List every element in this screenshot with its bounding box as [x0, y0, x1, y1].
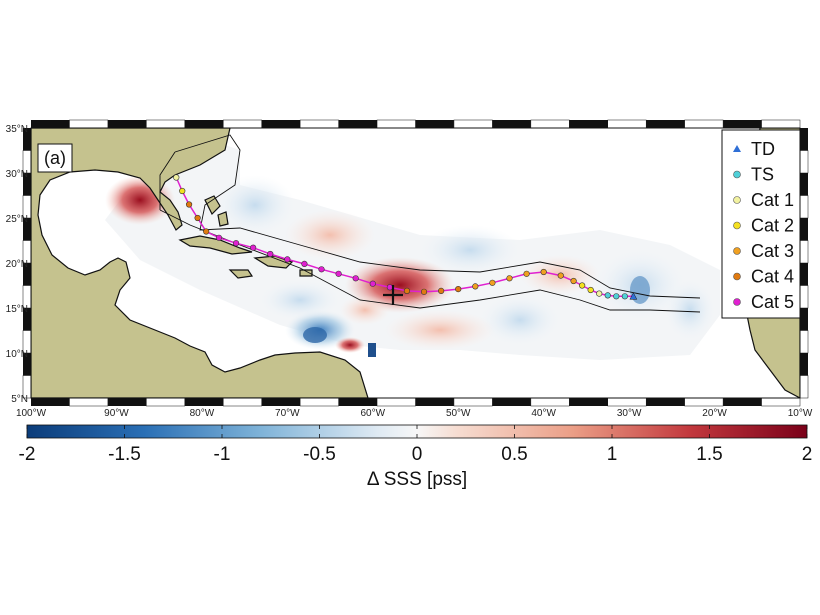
legend-label: Cat 1	[751, 190, 794, 210]
track-point	[604, 292, 611, 299]
lon-label: 20°W	[702, 408, 727, 419]
longitude-labels: 100°W 90°W 80°W 70°W 60°W 50°W 40°W 30°W 20°W 10°…	[16, 408, 813, 419]
lat-label: 20°N	[6, 259, 28, 270]
track-point	[352, 275, 359, 282]
legend-marker	[733, 298, 741, 306]
lon-label: 60°W	[360, 408, 385, 419]
lon-label: 80°W	[190, 408, 215, 419]
legend-label: TD	[751, 139, 775, 159]
track-point	[489, 279, 496, 286]
track-point	[523, 270, 530, 277]
lat-label: 25°N	[6, 214, 28, 225]
panel-label-box: (a)	[37, 143, 73, 173]
track-point	[472, 283, 479, 290]
legend-marker	[733, 196, 741, 204]
track-point	[570, 277, 577, 285]
storm-center-cross	[383, 285, 403, 305]
lon-label: 90°W	[104, 408, 129, 419]
colorbar-tick-label: -0.5	[303, 444, 336, 465]
track-point	[455, 286, 462, 293]
track-point	[194, 214, 201, 222]
latitude-labels: 35°N 30°N 25°N 20°N 15°N 10°N 5°N	[6, 124, 28, 405]
legend-marker	[733, 272, 741, 281]
colorbar-tick-label: 0	[412, 444, 423, 465]
lat-label: 10°N	[6, 349, 28, 360]
track-point	[540, 268, 547, 276]
track-point	[203, 228, 210, 235]
lon-label: 100°W	[16, 408, 47, 419]
colorbar-tick-label: -2	[19, 444, 36, 465]
colorbar-ticks: -2 -1.5 -1 -0.5 0 0.5 1 1.5 2	[19, 425, 813, 465]
lat-label: 5°N	[11, 394, 28, 405]
lon-label: 50°W	[446, 408, 471, 419]
track-point	[621, 293, 628, 300]
track-point	[438, 287, 445, 295]
track-point	[596, 290, 603, 297]
track-point	[579, 282, 586, 289]
panel-label: (a)	[44, 148, 66, 168]
legend-label: Cat 4	[751, 267, 794, 287]
colorbar-title: Δ SSS [pss]	[367, 469, 467, 490]
legend: TD TS Cat 1 Cat 2 Cat 3 Cat 4 Cat 5	[721, 129, 801, 319]
colorbar-tick-label: 1.5	[696, 444, 722, 465]
track-point	[369, 280, 376, 287]
track-point	[179, 187, 186, 195]
track-point	[267, 250, 274, 258]
track-point	[215, 234, 223, 241]
legend-marker	[733, 170, 741, 179]
sss-anomaly-field	[105, 140, 720, 360]
track-point	[185, 201, 193, 208]
colorbar-tick-label: 1	[607, 444, 618, 465]
lat-label: 30°N	[6, 169, 28, 180]
lat-label: 35°N	[6, 124, 28, 135]
track-point	[250, 244, 257, 251]
legend-label: Cat 2	[751, 216, 794, 236]
legend-label: Cat 3	[751, 241, 794, 261]
track-point	[403, 287, 411, 295]
hurricane-track-points	[173, 174, 638, 300]
track-point	[587, 286, 594, 294]
track-point	[301, 260, 308, 268]
track-point	[557, 272, 564, 279]
lon-label: 10°W	[788, 408, 813, 419]
legend-marker	[733, 247, 741, 255]
legend-marker	[733, 145, 741, 152]
hurricane-track	[175, 177, 634, 298]
lat-label: 15°N	[6, 304, 28, 315]
track-line	[175, 177, 634, 298]
colorbar-tick-label: 2	[802, 444, 813, 465]
track-point	[232, 240, 240, 247]
track-point	[335, 270, 342, 277]
map-frame	[22, 119, 809, 407]
track-point	[420, 288, 428, 295]
legend-label: TS	[751, 165, 774, 185]
track-point	[284, 256, 291, 263]
track-point	[629, 292, 638, 300]
track-point	[386, 284, 393, 291]
lon-label: 70°W	[275, 408, 300, 419]
lon-label: 30°W	[617, 408, 642, 419]
colorbar-tick-label: 0.5	[501, 444, 527, 465]
track-point	[318, 266, 325, 273]
legend-label: Cat 5	[751, 292, 794, 312]
track-point	[506, 275, 513, 282]
lon-label: 40°W	[531, 408, 556, 419]
colorbar-tick-label: -1	[214, 444, 231, 465]
legend-marker	[733, 221, 741, 230]
track-point	[173, 174, 180, 181]
colorbar-tick-label: -1.5	[108, 444, 141, 465]
track-point	[613, 293, 620, 300]
